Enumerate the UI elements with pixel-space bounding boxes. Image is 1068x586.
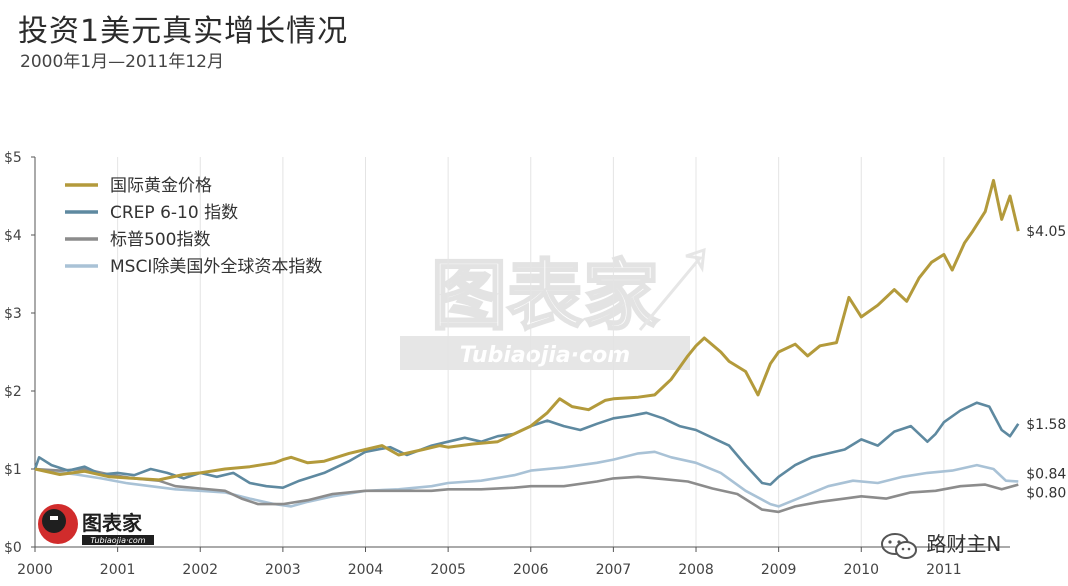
y-tick-label: $4 <box>4 228 22 244</box>
y-tick-label: $0 <box>4 540 22 556</box>
x-tick-label: 2002 <box>182 562 218 578</box>
x-tick-label: 2003 <box>265 562 301 578</box>
x-tick-label: 2007 <box>596 562 632 578</box>
x-tick-label: 2008 <box>678 562 714 578</box>
logo: 图表家 Tubiaojia·com <box>38 504 154 545</box>
axes: $0 $1 $2 $3 $4 $5 2000 2001 2002 2003 2004 2005 2006… <box>4 150 1010 578</box>
legend-label-0: 国际黄金价格 <box>110 176 212 196</box>
legend-label-2: 标普500指数 <box>110 230 210 250</box>
y-tick-label: $1 <box>4 462 22 478</box>
series-end-label-2: $0.80 <box>1026 486 1066 502</box>
logo-face-icon <box>42 509 66 533</box>
legend-label-1: CREP 6-10 指数 <box>110 203 238 223</box>
legend-label-3: MSCI除美国外全球资本指数 <box>110 257 322 277</box>
x-tick-label: 2001 <box>100 562 136 578</box>
footer-text: 路财主N <box>926 532 1002 556</box>
x-tick-label: 2000 <box>17 562 53 578</box>
end-labels: $0.84 $0.80 $1.58 $4.05 <box>1026 224 1066 502</box>
x-tick-label: 2004 <box>348 562 384 578</box>
series-end-label-0: $4.05 <box>1026 224 1066 240</box>
logo-sub-text: Tubiaojia·com <box>90 536 145 545</box>
series-line-3 <box>34 450 1019 508</box>
page-subtitle: 2000年1月—2011年12月 <box>20 52 224 72</box>
series-end-label-1: $1.58 <box>1026 417 1066 433</box>
wechat-icon <box>881 532 917 559</box>
x-tick-label: 2010 <box>843 562 879 578</box>
watermark-main-text: 图表家 <box>431 251 659 340</box>
y-tick-label: $3 <box>4 306 22 322</box>
y-tick-label: $2 <box>4 384 22 400</box>
series-lines <box>33 178 1020 514</box>
series-end-label-3: $0.84 <box>1026 466 1066 482</box>
page-title: 投资1美元真实增长情况 <box>18 14 349 49</box>
series-line-1 <box>33 401 1020 489</box>
y-tick-label: $5 <box>4 150 22 166</box>
footer-brand: 路财主N <box>880 528 1001 561</box>
x-tick-label: 2009 <box>761 562 797 578</box>
series-line-0 <box>34 178 1020 482</box>
x-tick-label: 2011 <box>926 562 962 578</box>
watermark-sub-text: Tubiaojia·com <box>460 343 630 368</box>
logo-main-text: 图表家 <box>82 511 143 535</box>
x-tick-label: 2006 <box>513 562 549 578</box>
logo-sub-band <box>82 535 154 545</box>
watermark: 图表家 Tubiaojia·com <box>400 247 706 370</box>
x-tick-label: 2005 <box>430 562 466 578</box>
logo-eye-icon <box>50 516 58 520</box>
watermark-arrow-icon <box>638 247 706 331</box>
series-line-2 <box>34 467 1019 514</box>
